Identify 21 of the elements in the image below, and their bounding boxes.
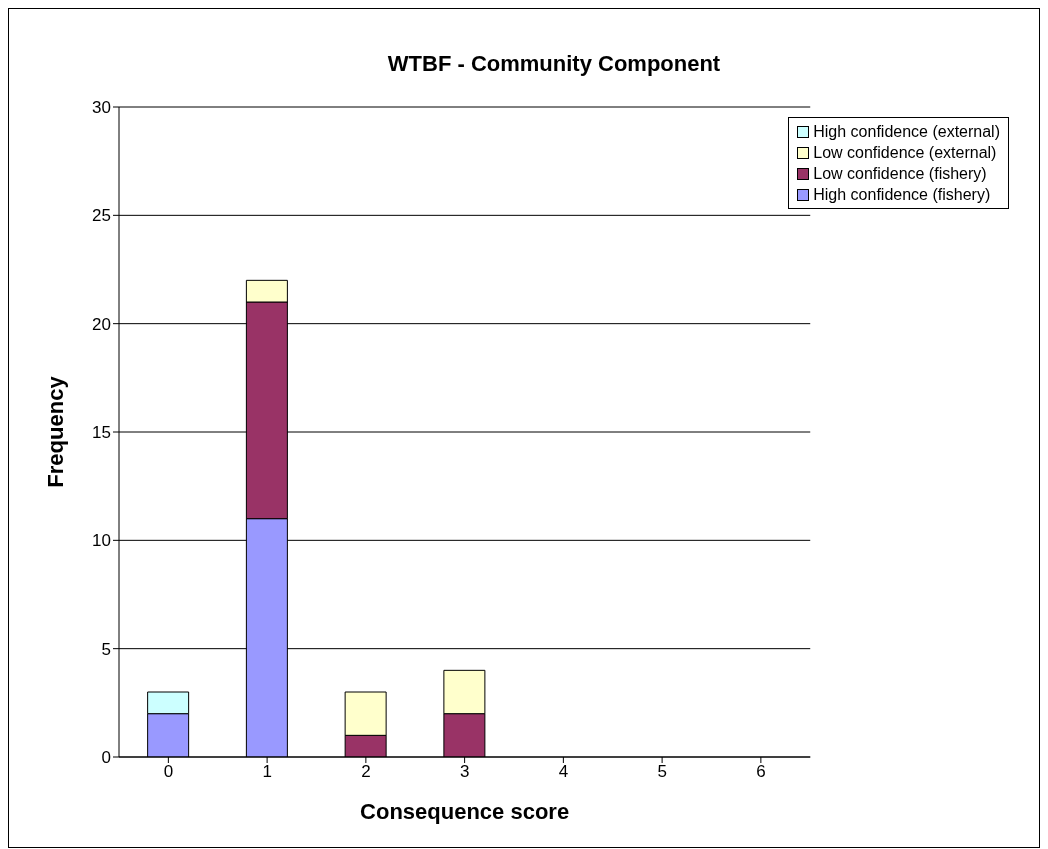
y-tick-label: 25: [92, 206, 111, 226]
x-tick-label: 0: [163, 762, 174, 782]
legend-label: Low confidence (external): [813, 143, 997, 163]
x-tick-label: 6: [756, 762, 766, 782]
legend-label: High confidence (external): [813, 122, 1000, 142]
x-tick-label: 3: [459, 762, 470, 782]
chart-title: WTBF - Community Component: [386, 50, 722, 77]
x-tick-label: 1: [262, 762, 272, 782]
legend-label: Low confidence (fishery): [813, 164, 987, 184]
y-tick-label: 5: [101, 639, 111, 659]
x-tick-label: 2: [361, 762, 371, 782]
y-tick-label: 20: [92, 314, 111, 334]
y-axis-title: Frequency: [42, 375, 68, 488]
x-axis-title: Consequence score: [360, 799, 570, 824]
legend-label: High confidence (fishery): [813, 185, 991, 205]
y-tick-label: 10: [92, 531, 111, 551]
x-tick-label: 4: [558, 762, 569, 782]
y-tick-label: 15: [92, 423, 111, 443]
y-tick-label: 30: [92, 98, 111, 118]
y-tick-label: 0: [101, 748, 111, 768]
x-tick-label: 5: [657, 762, 667, 782]
